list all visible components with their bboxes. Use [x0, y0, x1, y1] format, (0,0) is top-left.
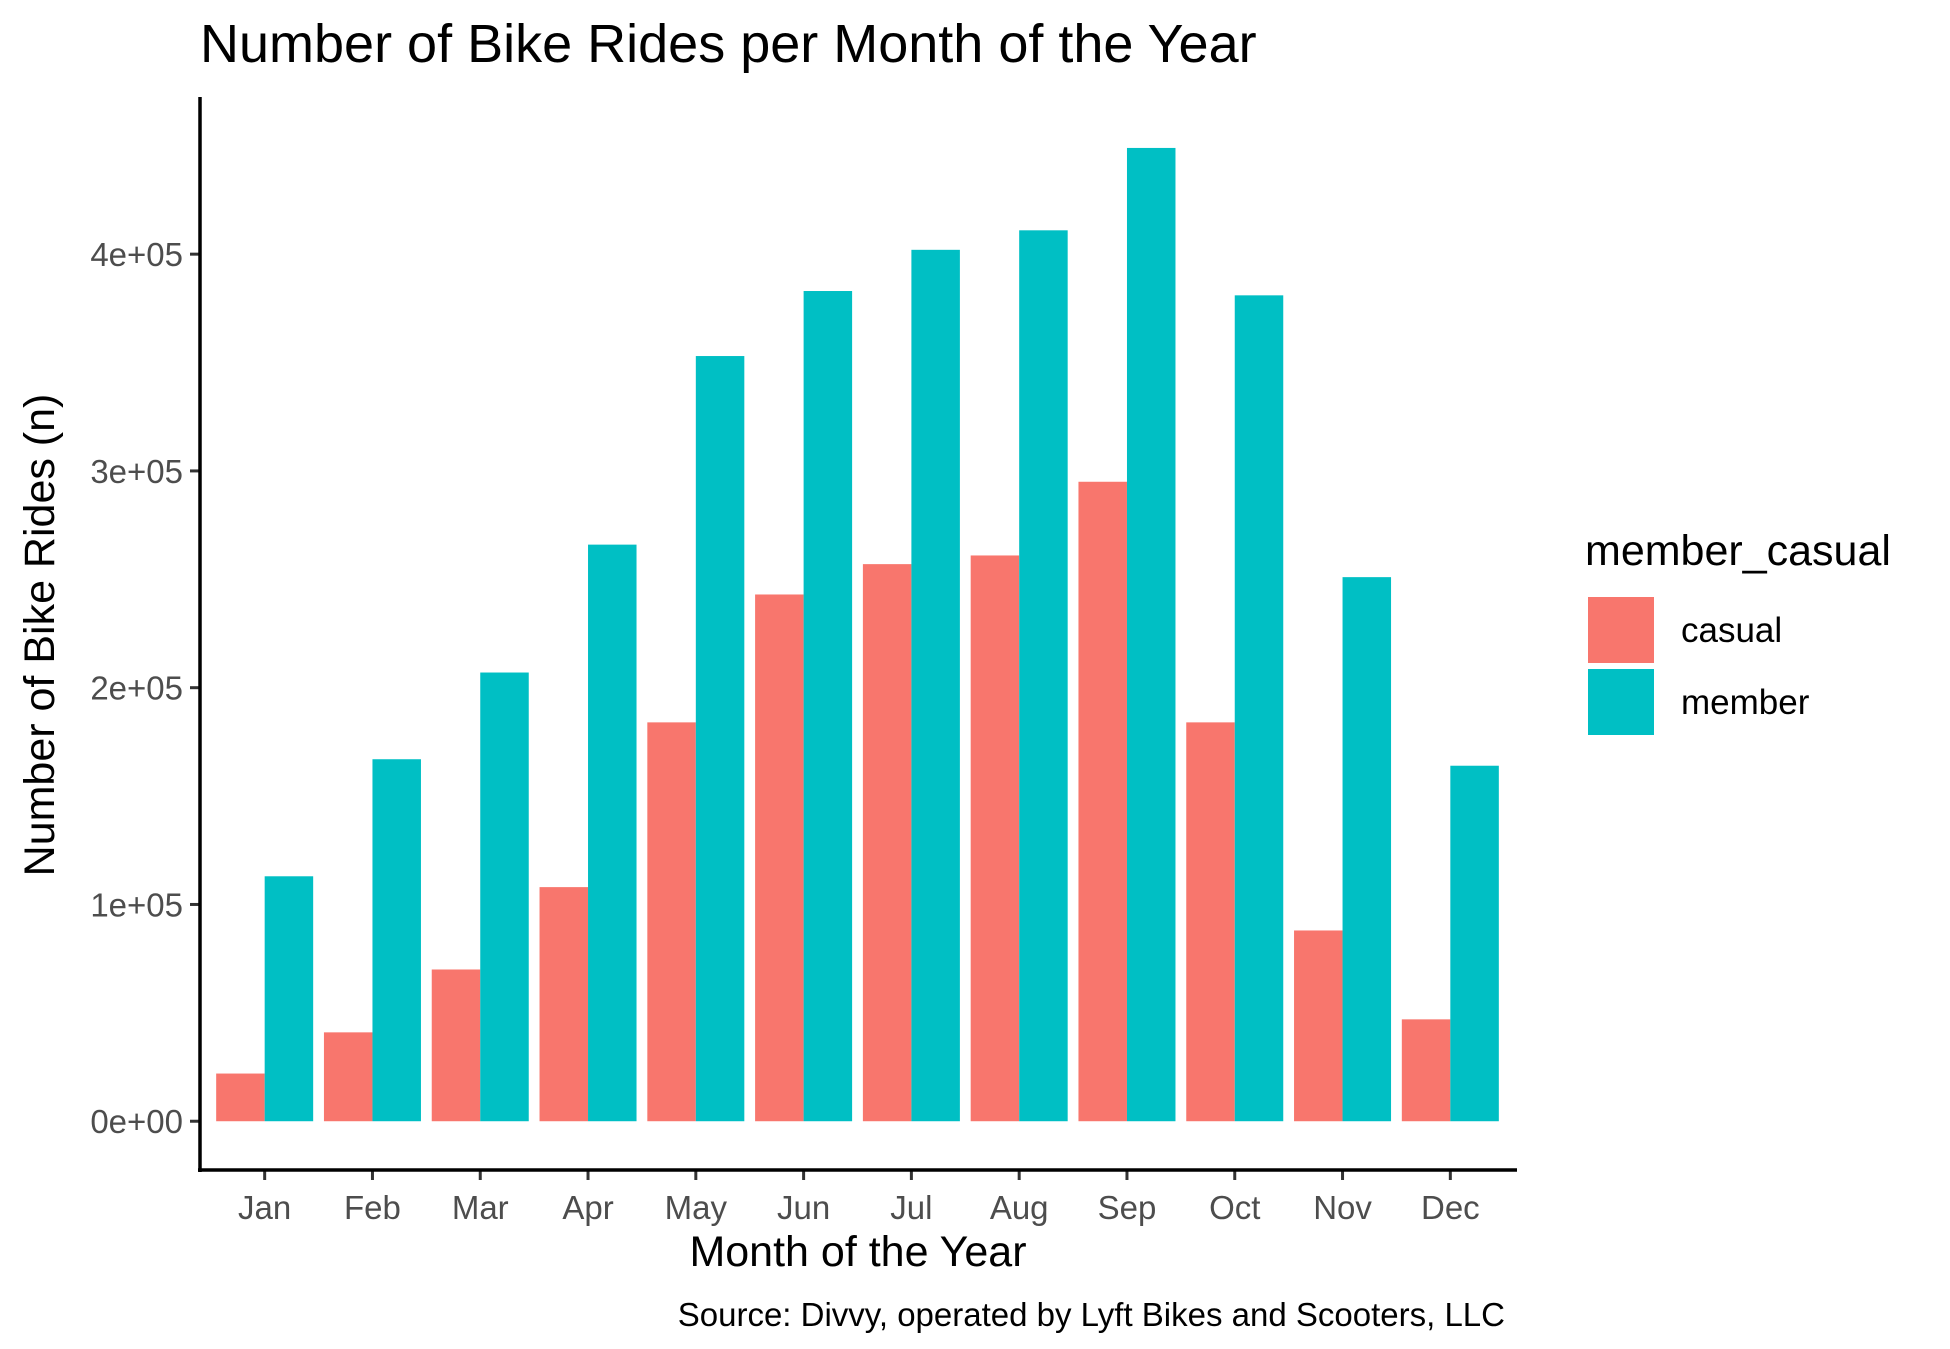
bar-casual-nov	[1294, 930, 1343, 1122]
bar-member-may	[695, 356, 745, 1122]
bar-member-jan	[264, 876, 314, 1122]
bar-casual-may	[647, 722, 696, 1122]
x-tick-label-nov: Nov	[1313, 1189, 1372, 1226]
x-axis-ticks: Jan Feb Mar Apr May Jun Jul Aug Sep Oct Nov Dec	[238, 1170, 1480, 1226]
x-tick-label-jun: Jun	[777, 1189, 830, 1226]
y-tick-label: 0e+00	[90, 1103, 183, 1140]
bar-casual-feb	[323, 1032, 373, 1122]
legend-label-casual: casual	[1681, 611, 1782, 650]
bars-group	[216, 147, 1499, 1122]
bar-member-oct	[1234, 295, 1284, 1122]
bar-casual-mar	[431, 969, 481, 1122]
x-tick-label-sep: Sep	[1098, 1189, 1157, 1226]
x-tick-label-apr: Apr	[562, 1189, 613, 1226]
bar-casual-aug	[970, 555, 1020, 1122]
y-axis-title: Number of Bike Rides (n)	[16, 394, 64, 877]
legend-label-member: member	[1681, 683, 1810, 722]
legend-swatch-casual	[1588, 597, 1654, 663]
bar-member-dec	[1450, 765, 1499, 1122]
x-tick-label-jan: Jan	[238, 1189, 291, 1226]
chart-title: Number of Bike Rides per Month of the Ye…	[200, 14, 1257, 74]
legend-title: member_casual	[1585, 527, 1891, 575]
y-tick-label: 2e+05	[90, 670, 183, 707]
y-tick-label: 4e+05	[90, 236, 183, 273]
bar-member-jul	[911, 249, 960, 1122]
bar-member-jun	[803, 291, 853, 1122]
chart-caption: Source: Divvy, operated by Lyft Bikes an…	[678, 1296, 1505, 1333]
bar-casual-dec	[1401, 1019, 1451, 1122]
y-tick-label: 1e+05	[90, 886, 183, 923]
x-tick-label-jul: Jul	[890, 1189, 932, 1226]
bar-casual-sep	[1078, 481, 1127, 1122]
x-tick-label-mar: Mar	[452, 1189, 509, 1226]
y-tick-label: 3e+05	[90, 453, 183, 490]
y-axis-ticks: 0e+00 1e+05 2e+05 3e+05 4e+05	[90, 236, 200, 1140]
x-tick-label-oct: Oct	[1209, 1189, 1260, 1226]
x-tick-label-feb: Feb	[344, 1189, 401, 1226]
bar-member-apr	[588, 544, 637, 1122]
x-tick-label-aug: Aug	[990, 1189, 1049, 1226]
bar-casual-oct	[1186, 722, 1235, 1122]
bar-member-sep	[1126, 147, 1176, 1122]
legend-swatch-member	[1588, 669, 1654, 735]
x-tick-label-may: May	[665, 1189, 728, 1226]
bar-casual-jun	[755, 594, 804, 1122]
bar-casual-apr	[539, 887, 589, 1122]
bar-member-mar	[480, 672, 529, 1122]
bar-member-aug	[1019, 230, 1068, 1122]
bar-member-feb	[372, 759, 421, 1122]
bar-casual-jul	[862, 564, 912, 1122]
bar-member-nov	[1342, 577, 1392, 1122]
bar-casual-jan	[216, 1073, 265, 1122]
x-tick-label-dec: Dec	[1421, 1189, 1480, 1226]
x-axis-title: Month of the Year	[689, 1228, 1026, 1276]
